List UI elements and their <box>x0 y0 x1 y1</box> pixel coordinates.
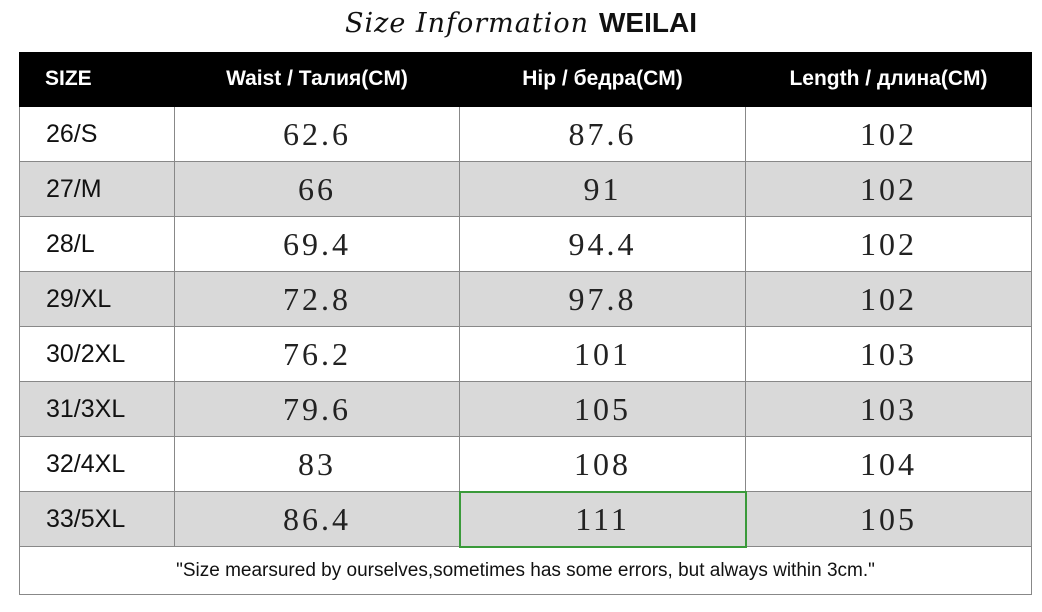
value-cell: 103 <box>746 382 1032 437</box>
value-cell: 91 <box>460 162 746 217</box>
value-cell: 87.6 <box>460 107 746 162</box>
size-cell: 29/XL <box>19 272 175 327</box>
column-header: Hip / бедра(CM) <box>460 52 746 107</box>
size-cell: 27/M <box>19 162 175 217</box>
value-cell: 111 <box>460 492 746 547</box>
size-cell: 32/4XL <box>19 437 175 492</box>
column-header: SIZE <box>19 52 175 107</box>
value-cell: 105 <box>460 382 746 437</box>
value-cell: 69.4 <box>175 217 460 272</box>
value-cell: 94.4 <box>460 217 746 272</box>
size-cell: 30/2XL <box>19 327 175 382</box>
size-cell: 26/S <box>19 107 175 162</box>
value-cell: 86.4 <box>175 492 460 547</box>
value-cell: 101 <box>460 327 746 382</box>
value-cell: 62.6 <box>175 107 460 162</box>
title-text: Size Information <box>345 8 589 39</box>
value-cell: 76.2 <box>175 327 460 382</box>
value-cell: 97.8 <box>460 272 746 327</box>
brand: WEILAI <box>598 7 697 38</box>
title: Size Information WEILAI <box>0 6 1042 40</box>
value-cell: 79.6 <box>175 382 460 437</box>
value-cell: 102 <box>746 107 1032 162</box>
column-header: Length / длина(CM) <box>746 52 1032 107</box>
size-cell: 33/5XL <box>19 492 175 547</box>
value-cell: 102 <box>746 217 1032 272</box>
value-cell: 104 <box>746 437 1032 492</box>
value-cell: 102 <box>746 272 1032 327</box>
column-header: Waist / Талия(CM) <box>175 52 460 107</box>
size-cell: 28/L <box>19 217 175 272</box>
value-cell: 102 <box>746 162 1032 217</box>
value-cell: 72.8 <box>175 272 460 327</box>
value-cell: 105 <box>746 492 1032 547</box>
size-cell: 31/3XL <box>19 382 175 437</box>
value-cell: 83 <box>175 437 460 492</box>
note: "Size mearsured by ourselves,sometimes h… <box>19 547 1032 595</box>
value-cell: 103 <box>746 327 1032 382</box>
value-cell: 66 <box>175 162 460 217</box>
value-cell: 108 <box>460 437 746 492</box>
